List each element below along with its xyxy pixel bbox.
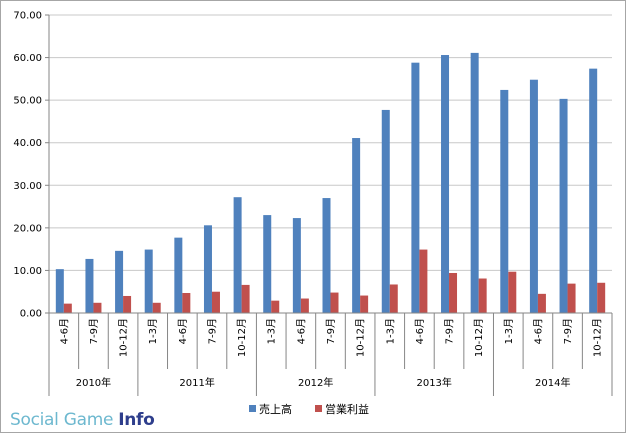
bar-profit xyxy=(389,284,398,313)
bar-sales xyxy=(589,68,598,313)
y-axis: 0.00 10.00 20.00 30.00 40.00 50.00 60.00 70.00 xyxy=(13,11,50,320)
year-label: 2013年 xyxy=(416,376,451,389)
watermark-logo: Social Game Info xyxy=(10,410,155,430)
x-tick-label: 4-6月 xyxy=(414,318,426,344)
bar-sales xyxy=(352,138,361,313)
bar-sales xyxy=(233,197,242,313)
year-label: 2010年 xyxy=(76,376,111,389)
y-tick-label: 40.00 xyxy=(13,138,42,149)
x-tick-label: 4-6月 xyxy=(177,318,189,344)
bar-sales xyxy=(381,109,390,313)
bar-profit xyxy=(508,271,517,313)
watermark-info: Info xyxy=(118,410,155,430)
bar-profit xyxy=(597,282,606,313)
bar-sales xyxy=(529,79,538,313)
bar-sales xyxy=(85,258,94,313)
x-axis: 4-6月 7-9月 10-12月 1-3月 4-6月 7-9月 10-12月 1-3月 4-6月… xyxy=(48,312,613,396)
bar-profit xyxy=(478,278,487,313)
y-tick-label: 70.00 xyxy=(13,11,42,22)
x-tick-label: 1-3月 xyxy=(266,318,278,344)
x-tick-label: 10-12月 xyxy=(592,318,604,357)
legend-swatch xyxy=(315,405,322,412)
bar-profit xyxy=(123,295,132,313)
x-tick-label: 4-6月 xyxy=(295,318,307,344)
x-tick-label: 4-6月 xyxy=(532,318,544,344)
y-tick-label: 30.00 xyxy=(13,181,42,192)
y-tick-label: 10.00 xyxy=(13,266,42,277)
y-tick-label: 0.00 xyxy=(20,309,42,320)
bar-sales xyxy=(441,55,450,313)
bar-profit xyxy=(419,249,428,313)
bar-profit xyxy=(241,284,250,313)
year-label: 2011年 xyxy=(179,376,214,389)
bar-sales xyxy=(322,198,331,313)
bar-profit xyxy=(211,291,220,313)
bar-sales xyxy=(174,237,183,313)
bar-profit xyxy=(567,283,576,313)
bar-sales xyxy=(144,249,153,313)
x-tick-label: 1-3月 xyxy=(384,318,396,344)
y-tick-label: 60.00 xyxy=(13,53,42,64)
x-tick-label: 1-3月 xyxy=(147,318,159,344)
bar-profit xyxy=(449,272,458,313)
bar-sales xyxy=(500,89,509,313)
bars xyxy=(55,52,606,314)
bar-profit xyxy=(63,303,72,313)
legend-label: 営業利益 xyxy=(325,402,369,416)
bar-sales xyxy=(411,62,420,314)
x-tick-label: 7-9月 xyxy=(444,318,456,344)
x-tick-label: 7-9月 xyxy=(562,318,574,344)
bar-sales xyxy=(470,52,479,313)
x-tick-label: 10-12月 xyxy=(236,318,248,357)
bar-profit xyxy=(330,292,339,313)
bar-profit xyxy=(271,300,280,313)
watermark-social-game: Social Game xyxy=(10,410,119,430)
bar-sales xyxy=(203,225,212,313)
x-tick-label: 10-12月 xyxy=(473,318,485,357)
legend: 売上高 営業利益 xyxy=(249,402,369,416)
year-label: 2014年 xyxy=(535,376,570,389)
bar-sales xyxy=(115,250,124,313)
x-tick-label: 7-9月 xyxy=(206,318,218,344)
x-tick-label: 10-12月 xyxy=(118,318,130,357)
gridlines xyxy=(49,14,612,271)
bar-profit xyxy=(300,298,309,313)
x-tick-label: 4-6月 xyxy=(58,318,70,344)
bar-sales xyxy=(55,269,64,313)
y-tick-label: 20.00 xyxy=(13,223,42,234)
x-tick-label: 7-9月 xyxy=(325,318,337,344)
bar-profit xyxy=(93,302,102,313)
x-tick-label: 10-12月 xyxy=(355,318,367,357)
year-label: 2012年 xyxy=(298,376,333,389)
bar-profit xyxy=(537,293,546,313)
bar-sales xyxy=(559,98,568,313)
bar-sales xyxy=(263,215,272,313)
x-tick-label: 1-3月 xyxy=(503,318,515,344)
y-tick-label: 50.00 xyxy=(13,96,42,107)
x-tick-label: 7-9月 xyxy=(88,318,100,344)
legend-label: 売上高 xyxy=(259,402,292,416)
bar-profit xyxy=(360,295,369,313)
legend-swatch xyxy=(249,405,256,412)
bar-sales xyxy=(292,218,301,313)
bar-profit xyxy=(182,292,191,313)
bar-profit xyxy=(152,302,161,313)
